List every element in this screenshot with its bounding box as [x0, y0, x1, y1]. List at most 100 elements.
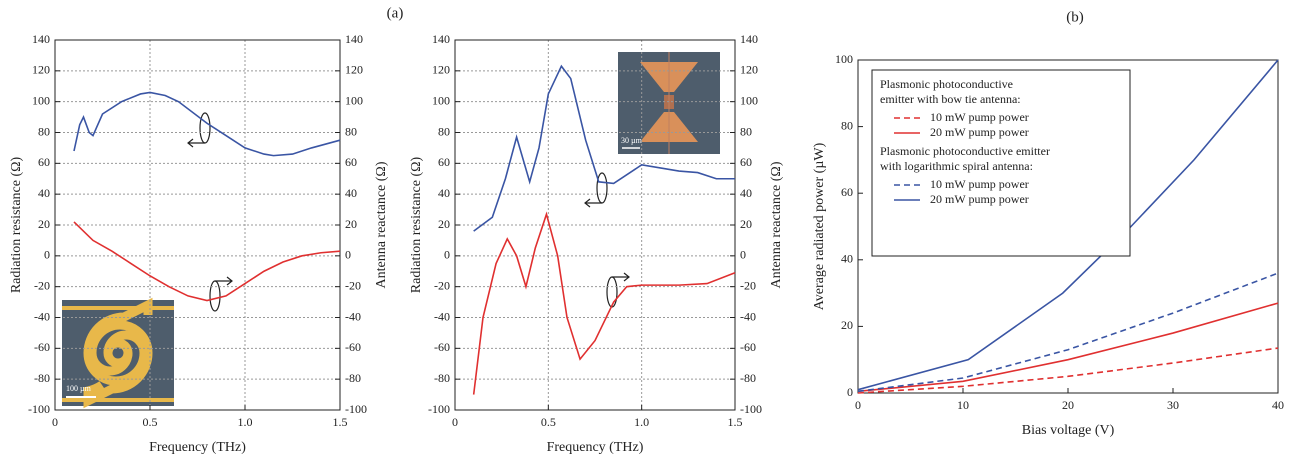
y2-tick-label: 100: [345, 93, 363, 107]
y-tick-label: 100: [432, 93, 450, 107]
y2-tick-label: 0: [345, 248, 351, 262]
legend-label: 10 mW pump power: [930, 110, 1029, 124]
y-tick-label: -60: [434, 340, 450, 354]
annotation-arrow: [187, 112, 630, 312]
y-tick-label: 20: [438, 217, 450, 231]
data-line: [472, 211, 736, 395]
y2-tick-label: 60: [345, 155, 357, 169]
legend-heading: Plasmonic photoconductive emitter: [880, 144, 1050, 158]
y2-tick-label: 120: [345, 63, 363, 77]
x-tick-label: 0: [452, 415, 458, 429]
legend-heading: with logarithmic spiral antenna:: [880, 159, 1033, 173]
y2-tick-label: -60: [345, 340, 361, 354]
y-tick-label: 60: [438, 155, 450, 169]
y-tick-label: 100: [835, 52, 853, 66]
plot-frame: [857, 59, 1279, 394]
y-tick-label: -40: [434, 309, 450, 323]
y2-tick-label: 100: [740, 93, 758, 107]
y2-axis-label: Antenna reactance (Ω): [769, 161, 784, 288]
y2-tick-label: 0: [740, 248, 746, 262]
y-tick-label: -100: [28, 402, 50, 416]
y-tick-label: 0: [444, 248, 450, 262]
data-line: [857, 59, 1279, 391]
y-tick-label: -20: [34, 278, 50, 292]
y-axis-label: Average radiated power (µW): [812, 142, 827, 310]
y2-tick-label: 40: [740, 186, 752, 200]
legend-label: 20 mW pump power: [930, 125, 1029, 139]
y2-tick-label: -100: [345, 402, 367, 416]
y-axis-label: Radiation resistance (Ω): [409, 156, 424, 293]
y2-tick-label: -100: [740, 402, 762, 416]
x-tick-label: 0: [855, 398, 861, 412]
data-line: [857, 272, 1279, 393]
y2-tick-label: -60: [740, 340, 756, 354]
x-tick-label: 30: [1167, 398, 1179, 412]
x-tick-label: 0.5: [143, 415, 158, 429]
scale-bar-label: 100 µm: [66, 384, 92, 393]
y-tick-label: -80: [434, 371, 450, 385]
y2-axis-label: Antenna reactance (Ω): [374, 161, 389, 288]
y2-tick-label: 120: [740, 63, 758, 77]
x-tick-label: 1.0: [238, 415, 253, 429]
y2-tick-label: -80: [345, 371, 361, 385]
plot-frame: [454, 39, 736, 411]
y-tick-label: 60: [841, 185, 853, 199]
y-tick-label: 40: [438, 186, 450, 200]
x-tick-label: 1.5: [728, 415, 743, 429]
legend-label: 10 mW pump power: [930, 177, 1029, 191]
y-tick-label: 40: [38, 186, 50, 200]
y2-tick-label: 20: [740, 217, 752, 231]
y2-tick-label: 80: [345, 124, 357, 138]
y-tick-label: 100: [32, 93, 50, 107]
y2-tick-label: 20: [345, 217, 357, 231]
y-tick-label: 20: [38, 217, 50, 231]
y-tick-label: -20: [434, 278, 450, 292]
y2-tick-label: -80: [740, 371, 756, 385]
x-tick-label: 40: [1272, 398, 1284, 412]
y-tick-label: 120: [432, 63, 450, 77]
x-axis-label: Frequency (THz): [547, 440, 644, 455]
y-tick-label: 120: [32, 63, 50, 77]
y-tick-label: 0: [44, 248, 50, 262]
data-line: [857, 302, 1279, 393]
y-tick-label: -80: [34, 371, 50, 385]
y2-tick-label: 80: [740, 124, 752, 138]
legend-heading: Plasmonic photoconductive: [880, 77, 1013, 91]
y-tick-label: -100: [428, 402, 450, 416]
y-tick-label: 60: [38, 155, 50, 169]
y-tick-label: -60: [34, 340, 50, 354]
x-tick-label: 0.5: [541, 415, 556, 429]
y-tick-label: 140: [432, 32, 450, 46]
x-axis-label: Frequency (THz): [149, 440, 246, 455]
legend-box: [871, 69, 1131, 257]
y-tick-label: 40: [841, 252, 853, 266]
legend-label: 20 mW pump power: [930, 192, 1029, 206]
y2-tick-label: 140: [345, 32, 363, 46]
x-tick-label: 0: [52, 415, 58, 429]
y2-tick-label: -20: [740, 278, 756, 292]
y-tick-label: 20: [841, 318, 853, 332]
x-tick-label: 1.0: [634, 415, 649, 429]
data-line: [857, 347, 1279, 394]
x-tick-label: 20: [1062, 398, 1074, 412]
y-tick-label: 80: [841, 118, 853, 132]
y2-tick-label: -40: [740, 309, 756, 323]
y-tick-label: 80: [438, 124, 450, 138]
y2-tick-label: -20: [345, 278, 361, 292]
y2-tick-label: -40: [345, 309, 361, 323]
y2-tick-label: 60: [740, 155, 752, 169]
y-tick-label: 0: [847, 385, 853, 399]
x-axis-label: Bias voltage (V): [1022, 423, 1115, 438]
y-tick-label: -40: [34, 309, 50, 323]
scale-bar-label: 30 µm: [621, 136, 643, 145]
y2-tick-label: 40: [345, 186, 357, 200]
x-tick-label: 1.5: [333, 415, 348, 429]
y-tick-label: 140: [32, 32, 50, 46]
y2-tick-label: 140: [740, 32, 758, 46]
data-line: [73, 91, 341, 157]
data-line: [73, 221, 341, 302]
plot-frame: [54, 39, 341, 411]
panel-label: (a): [387, 5, 404, 21]
